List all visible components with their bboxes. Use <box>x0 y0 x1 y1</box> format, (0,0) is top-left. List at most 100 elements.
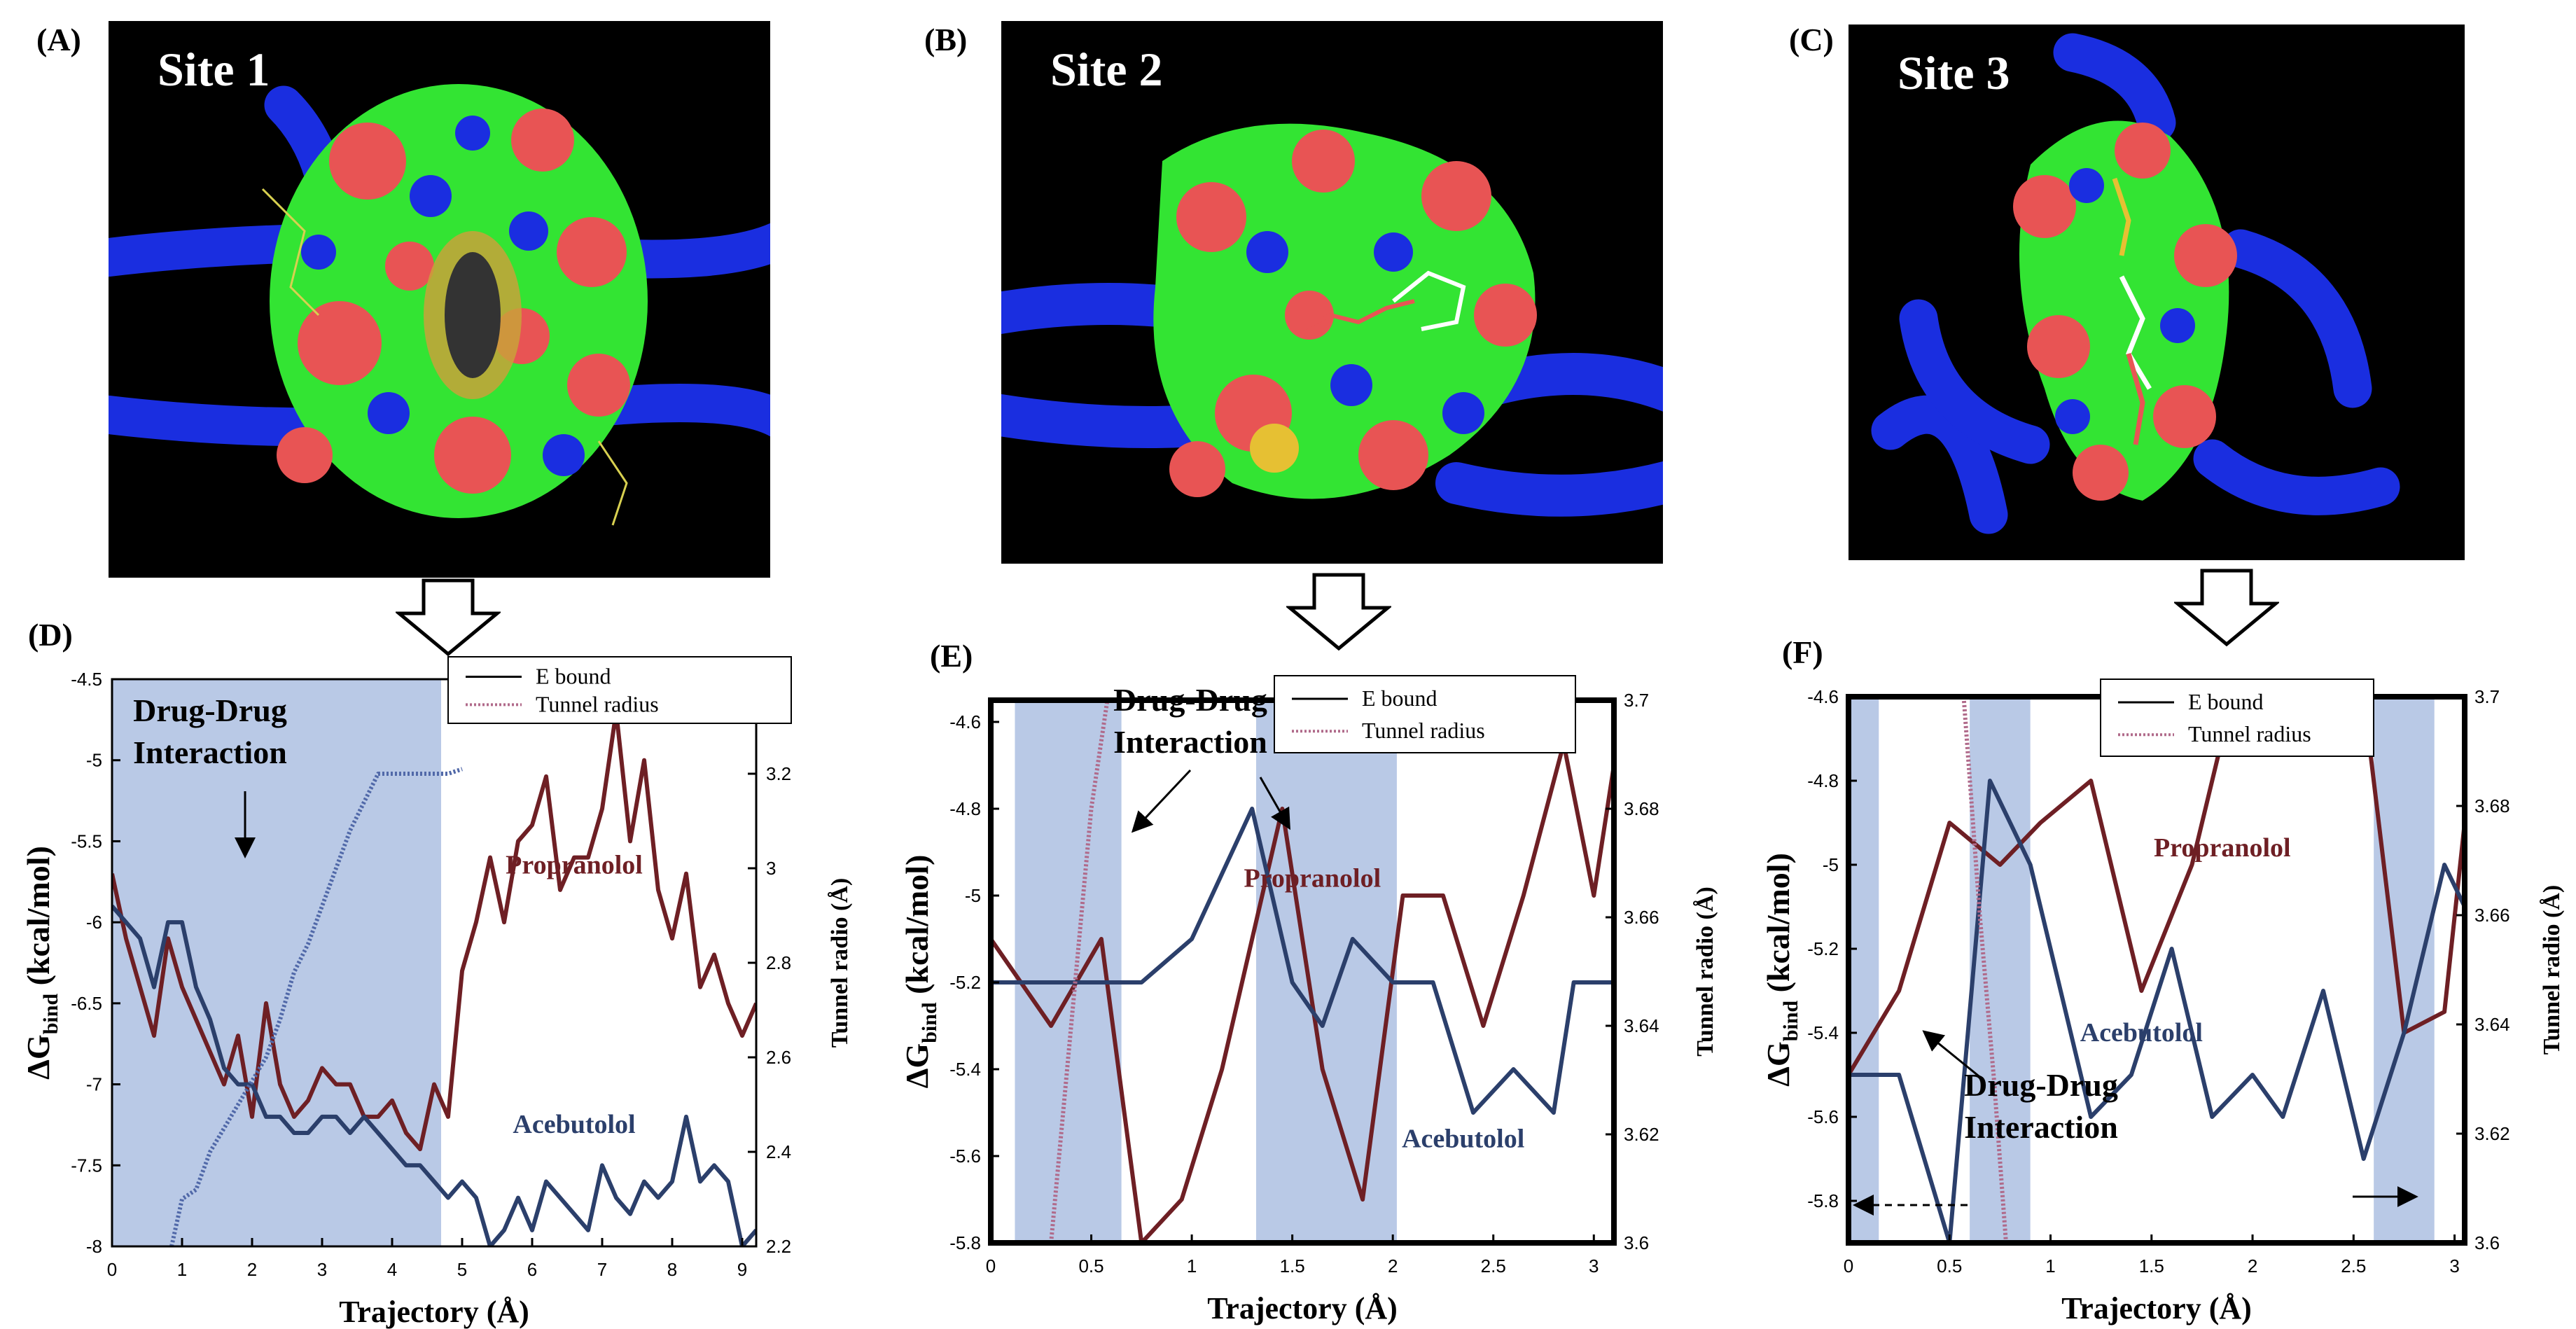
y2-tick-label: 3.7 <box>1624 690 1649 711</box>
y-tick-label: -5.4 <box>1807 1022 1839 1043</box>
down-arrow-icon <box>1286 573 1391 651</box>
y-axis-label-unit: (kcal/mol) <box>20 846 56 994</box>
y2-tick-label: 3.6 <box>1624 1232 1649 1253</box>
legend-dotted-label: Tunnel radius <box>1362 718 1485 743</box>
acebutolol-label: Acebutolol <box>513 1110 635 1139</box>
y-tick-label: -8 <box>86 1236 102 1257</box>
y2-axis-label: Tunnel radio (Å) <box>2539 885 2565 1055</box>
y-tick-label: -6 <box>86 912 102 933</box>
y-tick-label: -4.5 <box>71 669 102 690</box>
x-axis-label: Trajectory (Å) <box>2061 1291 2252 1325</box>
acebutolol-label: Acebutolol <box>2080 1018 2203 1048</box>
y2-tick-label: 3.62 <box>1624 1124 1659 1145</box>
y-tick-label: -4.6 <box>949 711 981 732</box>
y-tick-label: -5 <box>1823 854 1839 875</box>
ddi-label-line-1: Drug-Drug <box>1113 682 1267 718</box>
series-line-propranolol <box>112 709 756 1152</box>
ddi-arrow-icon <box>1922 1030 1982 1080</box>
highlight-band <box>1255 700 1397 1243</box>
y-axis-label-unit: (kcal/mol) <box>899 855 935 1003</box>
y2-tick-label: 3.66 <box>1624 907 1659 928</box>
down-arrow-icon <box>396 578 501 657</box>
panel-label-e: (E) <box>930 638 973 674</box>
x-tick-label: 2.5 <box>2341 1255 2366 1276</box>
panel-label-f: (F) <box>1782 634 1823 670</box>
y2-tick-label: 2.2 <box>766 1236 791 1257</box>
ddi-label-line-2: Interaction <box>1964 1109 2118 1145</box>
y2-axis-label: Tunnel radio (Å) <box>1692 886 1718 1056</box>
y2-tick-label: 3.2 <box>766 763 791 784</box>
highlight-band <box>1970 697 2031 1243</box>
x-tick-label: 3 <box>317 1259 327 1280</box>
x-tick-label: 2 <box>2248 1255 2257 1276</box>
plot-area <box>991 700 1614 1243</box>
legend-solid-label: E bound <box>536 664 611 689</box>
y2-tick-label: 2.8 <box>766 952 791 973</box>
y-tick-label: -5.4 <box>949 1059 981 1080</box>
panel-label-b: (B) <box>924 22 968 57</box>
x-tick-label: 2 <box>247 1259 257 1280</box>
legend-box <box>1274 675 1576 753</box>
series-line-tunnel-radius <box>1961 697 2008 1243</box>
y2-tick-label: 3 <box>766 858 776 879</box>
plot-area <box>112 709 756 1246</box>
propranolol-label: Propranolol <box>2154 833 2291 863</box>
chart-d: -8 -7.5 -7 -6.5 -6 -5.5 -5 -4.5 2.2 2.4 2.6 2.8 3 3.2… <box>20 656 853 1329</box>
x-tick-label: 1.5 <box>2139 1255 2164 1276</box>
y-axis-label-sub: bind <box>1779 1001 1802 1042</box>
series-line-acebutolol <box>1849 779 2465 1243</box>
y-tick-label: -5.5 <box>71 830 102 851</box>
site-1-title: Site 1 <box>158 43 270 96</box>
x-tick-label: 0 <box>1844 1255 1853 1276</box>
ddi-label-line-2: Interaction <box>1113 724 1267 760</box>
x-tick-label: 0.5 <box>1078 1255 1103 1276</box>
propranolol-label: Propranolol <box>1244 864 1381 893</box>
y-tick-label: -5.2 <box>949 972 981 993</box>
ddi-arrow-icon <box>1131 769 1192 833</box>
series-line-acebutolol <box>991 807 1614 1115</box>
y-axis-label-sub: bind <box>918 1002 941 1043</box>
site-3-title: Site 3 <box>1898 46 2010 99</box>
site-2-title: Site 2 <box>1050 43 1163 96</box>
ddi-label-line-1: Drug-Drug <box>133 693 287 728</box>
x-axis-label: Trajectory (Å) <box>1207 1291 1398 1325</box>
highlight-band <box>2374 697 2435 1243</box>
y2-tick-label: 3.66 <box>2474 905 2510 926</box>
series-line-tunnel-radius <box>169 767 463 1246</box>
down-arrow-icon <box>2174 569 2279 647</box>
x-tick-label: 2.5 <box>1481 1255 1506 1276</box>
x-tick-label: 5 <box>457 1259 467 1280</box>
y2-tick-label: 2.4 <box>766 1141 791 1162</box>
legend-box <box>447 656 792 724</box>
structure-image-site-1: Site 1 <box>109 21 770 578</box>
legend-solid-label: E bound <box>1362 686 1437 711</box>
series-line-propranolol <box>991 742 1614 1243</box>
y-tick-label: -5.8 <box>1807 1190 1839 1211</box>
site-1-rendering <box>109 84 770 526</box>
y2-tick-label: 3.6 <box>2474 1232 2500 1253</box>
legend-solid-label: E bound <box>2188 689 2264 714</box>
y-tick-label: -5 <box>965 885 981 906</box>
x-tick-label: 3 <box>1589 1255 1599 1276</box>
legend-box <box>2100 679 2374 757</box>
chart-e: -5.8 -5.6 -5.4 -5.2 -5 -4.8 -4.6 3.6 3.62 3.64 3.6… <box>899 675 1718 1325</box>
site-2-rendering <box>1001 123 1663 517</box>
x-tick-label: 8 <box>667 1259 677 1280</box>
y-axis-label-sub: bind <box>39 994 62 1035</box>
y-tick-label: -4.8 <box>949 798 981 819</box>
x-tick-label: 1.5 <box>1280 1255 1305 1276</box>
y-axis-label-main: ΔG <box>899 1043 935 1089</box>
y-tick-label: -5.2 <box>1807 938 1839 959</box>
x-tick-label: 3 <box>2449 1255 2459 1276</box>
x-tick-label: 0 <box>107 1259 117 1280</box>
series-line-acebutolol <box>112 905 756 1246</box>
y2-tick-label: 3.68 <box>2474 795 2510 816</box>
y2-tick-label: 3.64 <box>2474 1014 2510 1035</box>
panel-label-c: (C) <box>1789 22 1834 57</box>
x-tick-label: 4 <box>387 1259 397 1280</box>
series-line-propranolol <box>1849 697 2465 1076</box>
x-tick-label: 2 <box>1388 1255 1398 1276</box>
y-tick-label: -6.5 <box>71 993 102 1014</box>
y-tick-label: -5 <box>86 750 102 771</box>
ddi-arrow-icon <box>1259 777 1290 830</box>
